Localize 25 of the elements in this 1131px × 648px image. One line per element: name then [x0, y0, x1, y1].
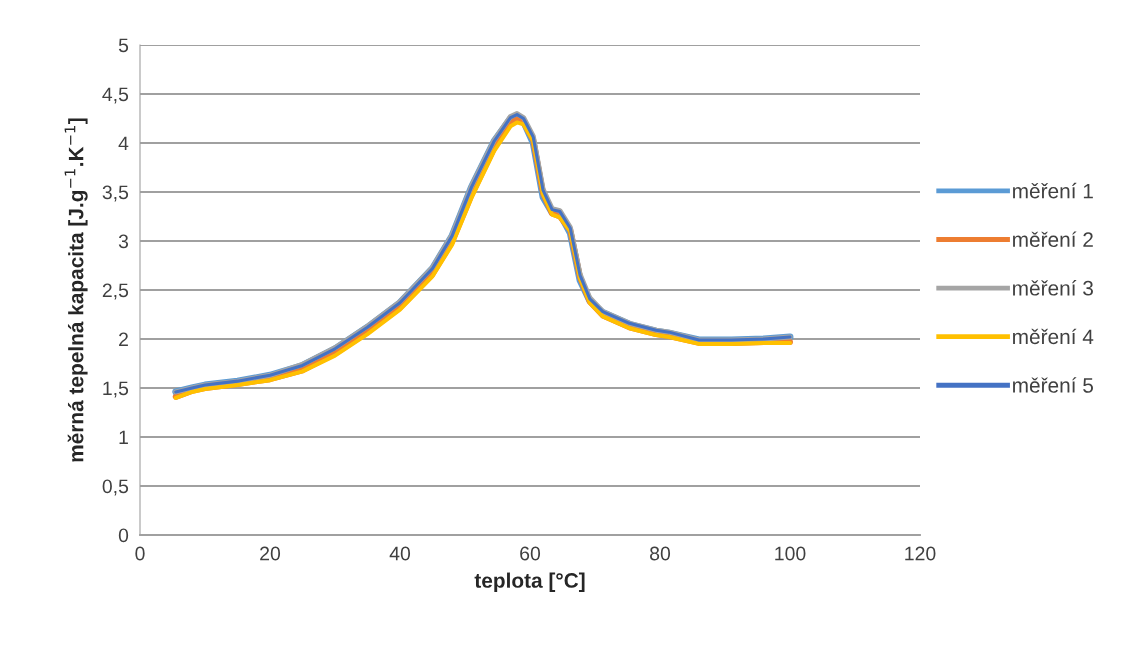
x-tick-label: 80	[650, 546, 671, 561]
x-axis-title: teplota [°C]	[474, 572, 585, 592]
y-tick-label: 2,5	[102, 283, 129, 300]
y-tick-label: 5	[118, 38, 129, 53]
y-axis-title: měrná tepelná kapacita [J.g$^{−1}$.K$^{−1}$]	[64, 118, 88, 462]
y-tick-label: 0	[118, 528, 129, 543]
y-tick-label: 4	[118, 136, 129, 151]
legend-label: měření 3	[1013, 280, 1093, 296]
y-tick-label: 1	[119, 430, 128, 445]
x-tick-label: 100	[775, 546, 806, 561]
x-tick-label: 0	[135, 546, 145, 561]
x-tick-label: 120	[905, 546, 936, 561]
x-tick-label: 40	[389, 546, 411, 561]
y-tick-label: 3,5	[102, 185, 129, 202]
legend-label: měření 4	[1013, 328, 1094, 345]
y-tick-label: 3	[118, 234, 129, 249]
legend-label: měření 2	[1013, 231, 1093, 248]
y-tick-label: 2	[119, 332, 128, 347]
x-tick-label: 60	[520, 546, 541, 561]
legend-label: měření 5	[1013, 377, 1094, 393]
x-tick-label: 20	[260, 546, 281, 561]
y-tick-label: 1,5	[103, 381, 129, 398]
y-tick-label: 4,5	[102, 87, 129, 104]
legend-label: měření 1	[1013, 182, 1093, 199]
y-tick-label: 0,5	[102, 479, 129, 496]
